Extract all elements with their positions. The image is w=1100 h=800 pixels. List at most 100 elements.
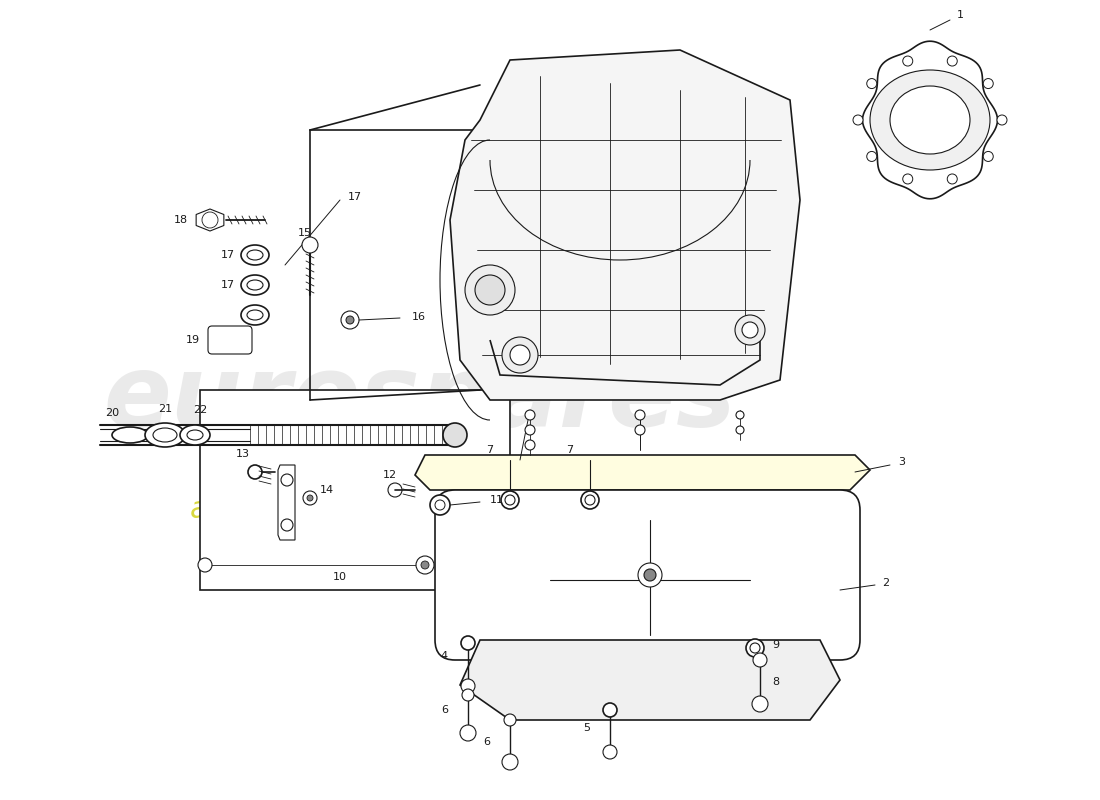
Ellipse shape: [153, 428, 177, 442]
Ellipse shape: [460, 725, 476, 741]
FancyBboxPatch shape: [434, 490, 860, 660]
Text: 14: 14: [320, 485, 334, 495]
Ellipse shape: [180, 425, 210, 445]
Ellipse shape: [736, 411, 744, 419]
Polygon shape: [450, 50, 800, 400]
Ellipse shape: [346, 316, 354, 324]
Ellipse shape: [475, 275, 505, 305]
Ellipse shape: [502, 754, 518, 770]
Ellipse shape: [947, 56, 957, 66]
Ellipse shape: [187, 430, 204, 440]
Text: eurospares: eurospares: [103, 351, 736, 449]
Ellipse shape: [736, 426, 744, 434]
Ellipse shape: [750, 643, 760, 653]
Polygon shape: [460, 640, 840, 720]
Ellipse shape: [746, 639, 764, 657]
Text: 8: 8: [772, 677, 779, 687]
Polygon shape: [196, 209, 224, 231]
Ellipse shape: [870, 70, 990, 170]
Ellipse shape: [302, 491, 317, 505]
Text: 18: 18: [174, 215, 188, 225]
Ellipse shape: [947, 174, 957, 184]
Ellipse shape: [510, 345, 530, 365]
Ellipse shape: [603, 703, 617, 717]
Ellipse shape: [585, 495, 595, 505]
Ellipse shape: [525, 425, 535, 435]
Text: 10: 10: [333, 572, 346, 582]
Text: 20: 20: [104, 408, 119, 418]
Ellipse shape: [112, 427, 148, 443]
Ellipse shape: [983, 78, 993, 89]
Text: 16: 16: [412, 312, 426, 322]
Ellipse shape: [388, 483, 401, 497]
Ellipse shape: [867, 78, 877, 89]
Ellipse shape: [241, 245, 270, 265]
Ellipse shape: [248, 310, 263, 320]
Text: 4: 4: [441, 651, 448, 661]
Ellipse shape: [735, 315, 764, 345]
Ellipse shape: [852, 115, 864, 125]
Ellipse shape: [890, 86, 970, 154]
Ellipse shape: [341, 311, 359, 329]
Ellipse shape: [525, 440, 535, 450]
Text: 17: 17: [348, 192, 362, 202]
Ellipse shape: [983, 151, 993, 162]
Ellipse shape: [465, 265, 515, 315]
Ellipse shape: [462, 689, 474, 701]
Ellipse shape: [241, 305, 270, 325]
Text: 2: 2: [882, 578, 889, 588]
Ellipse shape: [280, 474, 293, 486]
Ellipse shape: [416, 556, 434, 574]
Ellipse shape: [635, 425, 645, 435]
Ellipse shape: [638, 563, 662, 587]
Polygon shape: [415, 455, 870, 490]
Ellipse shape: [248, 250, 263, 260]
Ellipse shape: [248, 280, 263, 290]
Polygon shape: [862, 42, 998, 198]
Text: 15: 15: [298, 228, 312, 238]
Ellipse shape: [603, 745, 617, 759]
Text: 1: 1: [957, 10, 964, 20]
Ellipse shape: [145, 423, 185, 447]
Ellipse shape: [581, 491, 600, 509]
FancyBboxPatch shape: [208, 326, 252, 354]
Polygon shape: [200, 390, 510, 590]
Ellipse shape: [280, 519, 293, 531]
Text: 13: 13: [236, 449, 250, 459]
Ellipse shape: [430, 495, 450, 515]
Ellipse shape: [752, 696, 768, 712]
Ellipse shape: [443, 423, 468, 447]
Ellipse shape: [635, 410, 645, 420]
Ellipse shape: [202, 212, 218, 228]
Text: 6: 6: [441, 705, 448, 715]
Ellipse shape: [525, 410, 535, 420]
Text: 17: 17: [221, 280, 235, 290]
Ellipse shape: [198, 558, 212, 572]
Ellipse shape: [461, 679, 475, 693]
Ellipse shape: [505, 495, 515, 505]
Ellipse shape: [754, 653, 767, 667]
Text: 3: 3: [898, 457, 905, 467]
Ellipse shape: [302, 237, 318, 253]
Ellipse shape: [248, 465, 262, 479]
Ellipse shape: [903, 56, 913, 66]
Text: 9: 9: [772, 640, 779, 650]
Ellipse shape: [502, 337, 538, 373]
Polygon shape: [278, 465, 295, 540]
Text: 19: 19: [186, 335, 200, 345]
Text: 22: 22: [192, 405, 207, 415]
Text: 6: 6: [483, 737, 490, 747]
Ellipse shape: [742, 322, 758, 338]
Text: 11: 11: [490, 495, 504, 505]
Ellipse shape: [307, 495, 314, 501]
Text: 12: 12: [383, 470, 397, 480]
Ellipse shape: [500, 491, 519, 509]
Ellipse shape: [644, 569, 656, 581]
Text: 5: 5: [583, 723, 590, 733]
Text: 7: 7: [566, 445, 573, 455]
Text: a passion for parts since 1985: a passion for parts since 1985: [189, 495, 650, 525]
Ellipse shape: [903, 174, 913, 184]
Ellipse shape: [867, 151, 877, 162]
Text: 7: 7: [486, 445, 494, 455]
Ellipse shape: [461, 636, 475, 650]
